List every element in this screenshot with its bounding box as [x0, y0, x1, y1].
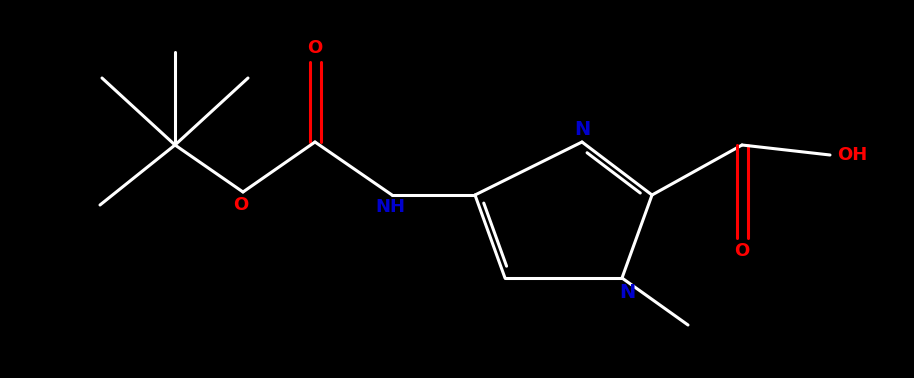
Text: O: O: [734, 242, 749, 260]
Text: O: O: [233, 196, 249, 214]
Text: NH: NH: [375, 198, 405, 216]
Text: N: N: [574, 121, 590, 139]
Text: O: O: [307, 39, 323, 57]
Text: N: N: [619, 282, 635, 302]
Text: OH: OH: [837, 146, 867, 164]
